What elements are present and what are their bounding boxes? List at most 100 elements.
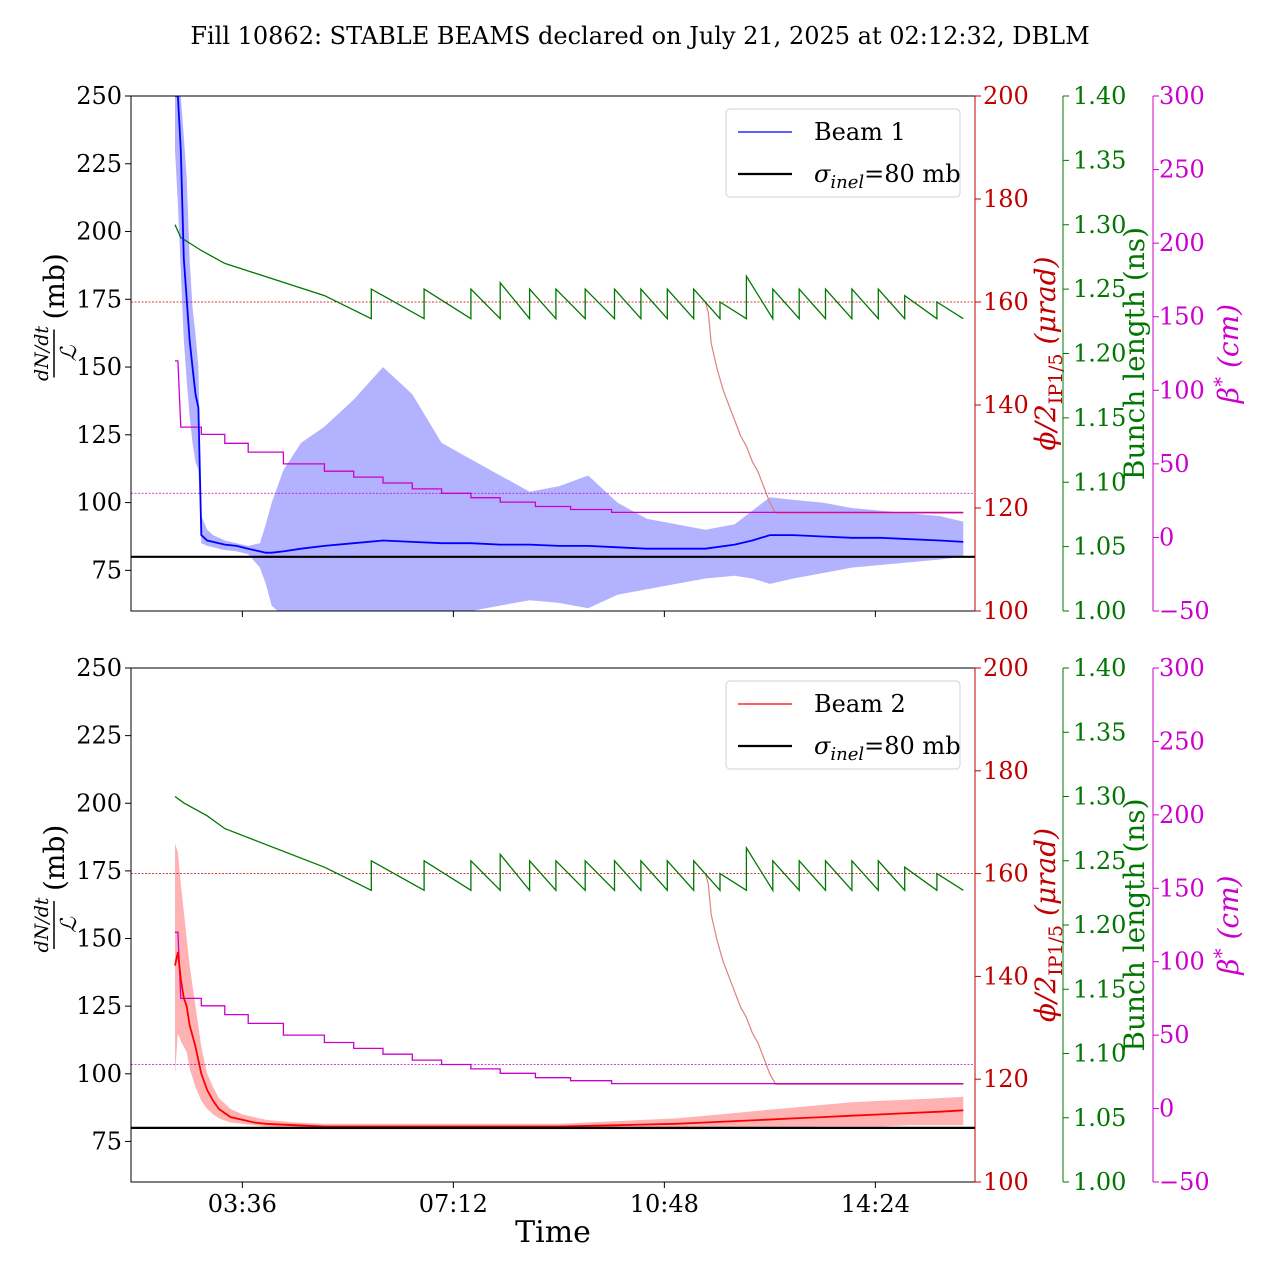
y-tick-label: 200 <box>76 789 122 817</box>
beta-star-tick-label: 300 <box>1159 654 1205 682</box>
legend-reference-label: σinel=80 mb <box>814 732 961 765</box>
bunch-length-tick-label: 1.35 <box>1073 718 1126 746</box>
bunch-length-tick-label: 1.05 <box>1073 1104 1126 1132</box>
beta-star-tick-label: 50 <box>1159 1021 1190 1049</box>
legend-reference-label: σinel=80 mb <box>814 160 961 193</box>
beta-star-label-unit: (cm) <box>1212 304 1245 377</box>
crossing-angle-tick-label: 120 <box>983 1065 1029 1093</box>
bunch-length-tick-label: 1.20 <box>1073 340 1126 368</box>
beam2-mean-line <box>174 951 964 1128</box>
beam2-legend: Beam 2 σinel=80 mb <box>725 680 961 770</box>
y-axis-label: dN/dt ℒ (mb) <box>31 825 82 953</box>
legend-beam-label: Beam 2 <box>814 690 906 718</box>
beta-star-tick-label: 250 <box>1159 156 1205 184</box>
beta-star-tick-label: 200 <box>1159 229 1205 257</box>
beta-star-axis-label: β* (cm) <box>1209 304 1245 404</box>
bunch-length-tick-label: 1.10 <box>1073 468 1126 496</box>
legend-sigma-subscript: inel <box>830 172 864 193</box>
bunch-length-tick-label: 1.30 <box>1073 783 1126 811</box>
y-tick-label: 225 <box>76 150 122 178</box>
y-axis-label-unit: (mb) <box>38 825 71 891</box>
crossing-angle-label-subscript: IP1/5 <box>1045 925 1067 976</box>
bunch-length-axis-label: Bunch length (ns) <box>1118 227 1151 480</box>
crossing-angle-tick-label: 180 <box>983 757 1029 785</box>
y-axis-label-numerator: dN/dt <box>31 897 53 952</box>
legend-sigma-subscript: inel <box>830 744 864 765</box>
beta-star-tick-label: −50 <box>1159 1168 1210 1196</box>
crossing-angle-label-symbol: ϕ/2 <box>1029 976 1062 1022</box>
beta-star-tick-label: 300 <box>1159 82 1205 110</box>
y-axis-label-unit: (mb) <box>38 253 71 319</box>
beta-star-label-unit: (cm) <box>1212 875 1245 948</box>
legend-sigma-value: =80 mb <box>864 732 960 760</box>
beta-star-tick-label: 0 <box>1159 523 1174 551</box>
bunch-length-tick-label: 1.25 <box>1073 275 1126 303</box>
x-tick-label: 10:48 <box>630 1190 699 1218</box>
beta-star-tick-label: 100 <box>1159 376 1205 404</box>
y-tick-label: 200 <box>76 218 122 246</box>
beta-star-tick-label: 150 <box>1159 303 1205 331</box>
y-axis-label: dN/dt ℒ (mb) <box>31 253 82 381</box>
crossing-angle-label-subscript: IP1/5 <box>1045 353 1067 404</box>
bunch-length-series <box>174 795 964 893</box>
y-tick-label: 75 <box>91 556 122 584</box>
y-tick-label: 175 <box>76 857 122 885</box>
y-tick-label: 125 <box>76 992 122 1020</box>
y-tick-label: 75 <box>91 1127 122 1155</box>
bunch-length-axis-label: Bunch length (ns) <box>1118 798 1151 1051</box>
bunch-length-tick-label: 1.30 <box>1073 211 1126 239</box>
crossing-angle-tick-label: 200 <box>983 654 1029 682</box>
bunch-length-tick-label: 1.15 <box>1073 404 1126 432</box>
beta-star-tick-label: 150 <box>1159 874 1205 902</box>
bunch-length-tick-label: 1.40 <box>1073 654 1126 682</box>
crossing-angle-tick-label: 180 <box>983 185 1029 213</box>
bunch-length-series <box>174 224 964 321</box>
x-tick-label: 14:24 <box>841 1190 910 1218</box>
y-axis-label-denominator: ℒ <box>57 916 82 933</box>
bunch-length-tick-label: 1.15 <box>1073 975 1126 1003</box>
x-axis-label: Time <box>515 1215 591 1250</box>
bunch-length-tick-label: 1.35 <box>1073 146 1126 174</box>
crossing-angle-series <box>704 301 964 514</box>
crossing-angle-axis-label: ϕ/2IP1/5 (μrad) <box>1029 828 1067 1022</box>
beam1-mean-line <box>175 96 964 554</box>
beta-star-label-superscript: * <box>1209 377 1233 387</box>
beta-star-label-superscript: * <box>1209 948 1233 958</box>
beta-star-tick-label: 250 <box>1159 727 1205 755</box>
beta-star-label-symbol: β <box>1212 387 1245 404</box>
bunch-length-tick-label: 1.25 <box>1073 847 1126 875</box>
y-axis-label-denominator: ℒ <box>57 344 82 361</box>
beta-star-tick-label: 100 <box>1159 948 1205 976</box>
crossing-angle-tick-label: 100 <box>983 597 1029 625</box>
beam2-envelope-band <box>175 843 964 1130</box>
beta-star-series <box>175 360 964 514</box>
y-tick-label: 100 <box>76 1060 122 1088</box>
beta-star-label-symbol: β <box>1212 958 1245 975</box>
bunch-length-tick-label: 1.05 <box>1073 533 1126 561</box>
y-tick-label: 150 <box>76 353 122 381</box>
crossing-angle-tick-label: 200 <box>983 82 1029 110</box>
crossing-angle-label-unit: (μrad) <box>1029 828 1062 925</box>
crossing-angle-tick-label: 140 <box>983 962 1029 990</box>
beam1-legend: Beam 1 σinel=80 mb <box>725 108 961 198</box>
bunch-length-tick-label: 1.00 <box>1073 1168 1126 1196</box>
crossing-angle-tick-label: 100 <box>983 1168 1029 1196</box>
y-tick-label: 150 <box>76 925 122 953</box>
bunch-length-tick-label: 1.20 <box>1073 911 1126 939</box>
legend-sigma-symbol: σ <box>814 160 831 188</box>
beta-star-tick-label: 200 <box>1159 801 1205 829</box>
legend-sigma-value: =80 mb <box>864 160 960 188</box>
y-tick-label: 250 <box>76 82 122 110</box>
bunch-length-tick-label: 1.00 <box>1073 597 1126 625</box>
crossing-angle-tick-label: 140 <box>983 391 1029 419</box>
beta-star-tick-label: 0 <box>1159 1095 1174 1123</box>
crossing-angle-tick-label: 120 <box>983 494 1029 522</box>
crossing-angle-tick-label: 160 <box>983 288 1029 316</box>
bunch-length-tick-label: 1.40 <box>1073 82 1126 110</box>
beta-star-axis-label: β* (cm) <box>1209 875 1245 975</box>
crossing-angle-label-symbol: ϕ/2 <box>1029 404 1062 450</box>
y-axis-label-numerator: dN/dt <box>31 326 53 381</box>
bunch-length-tick-label: 1.10 <box>1073 1040 1126 1068</box>
